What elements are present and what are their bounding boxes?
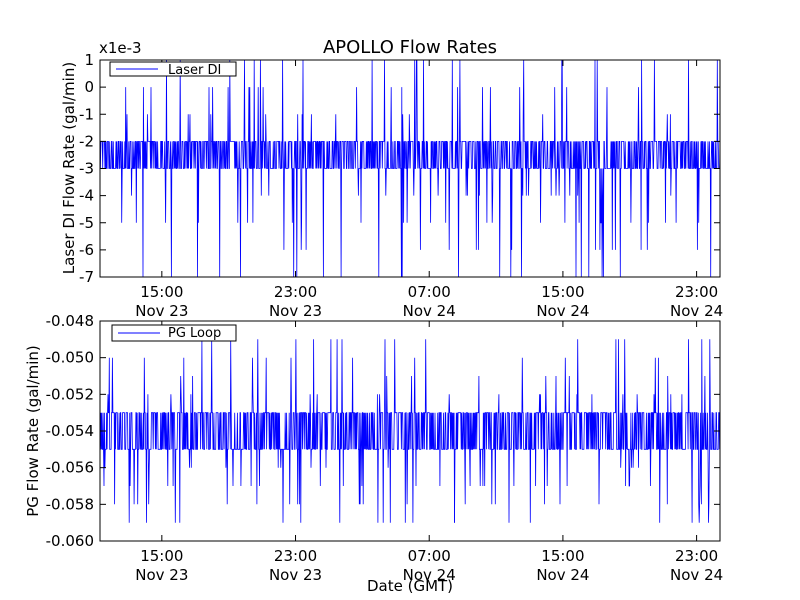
series-line-segment [365, 339, 455, 523]
series-line-segment [365, 59, 455, 278]
pg-loop-legend-label: PG Loop [168, 326, 221, 341]
x-tick-time-label: 07:00 [408, 283, 451, 301]
pg-loop-legend-box [111, 324, 237, 342]
x-tick-time-label: 15:00 [140, 283, 183, 301]
series-line-segment [454, 357, 544, 523]
x-tick-time-label: 23:00 [675, 283, 718, 301]
x-tick-time-label: 15:00 [541, 283, 584, 301]
series-line-segment [100, 357, 189, 523]
x-tick-time-label: 23:00 [274, 283, 317, 301]
series-line-segment [188, 339, 278, 505]
pg-loop-panel: -0.048 -0.050 -0.052 -0.054 -0.056 -0.058 -0.0… [24, 312, 723, 595]
x-tick-time-label: 15:00 [140, 547, 183, 565]
laser-di-legend-box [109, 61, 237, 77]
pg-loop-series [100, 339, 721, 523]
series-line-segment [99, 59, 189, 278]
series-line-segment [277, 59, 366, 278]
y-tick-label: 0 [84, 78, 94, 96]
y-tick-label: -3 [79, 160, 94, 178]
series-line-segment [276, 339, 367, 523]
y-tick-label: -0.054 [46, 422, 94, 440]
x-tick-date-label: Nov 24 [536, 302, 589, 320]
x-tick-time-label: 23:00 [675, 547, 718, 565]
y-tick-label: -2 [79, 132, 94, 150]
laser-di-y-ticks: 1 0 -1 -2 -3 -4 -5 -6 -7 [79, 51, 720, 286]
series-line-segment [454, 59, 544, 278]
x-tick-time-label: 07:00 [408, 547, 451, 565]
x-tick-date-label: Nov 24 [670, 566, 723, 584]
y-tick-label: -0.048 [46, 312, 94, 330]
pg-loop-legend: PG Loop [111, 324, 237, 342]
x-tick-date-label: Nov 24 [403, 302, 456, 320]
y-tick-label: -0.060 [46, 532, 94, 550]
x-tick-date-label: Nov 23 [269, 566, 322, 584]
pg-loop-y-axis-label: PG Flow Rate (gal/min) [24, 345, 42, 517]
x-tick-date-label: Nov 24 [403, 566, 456, 584]
series-line-segment [543, 59, 633, 278]
y-tick-label: -0.058 [46, 495, 94, 513]
y-multiplier-label: x1e-3 [99, 39, 142, 57]
x-tick-date-label: Nov 24 [536, 566, 589, 584]
laser-di-legend: Laser DI [109, 61, 237, 78]
series-line-segment [631, 339, 721, 523]
x-tick-date-label: Nov 23 [135, 566, 188, 584]
series-line-segment [542, 339, 633, 505]
y-tick-label: -7 [79, 268, 94, 286]
laser-di-series [99, 59, 721, 278]
series-line-segment [631, 59, 721, 278]
y-tick-label: 1 [84, 51, 94, 69]
x-axis-label: Date (GMT) [367, 577, 453, 595]
y-tick-label: -6 [79, 241, 94, 259]
x-tick-time-label: 23:00 [274, 547, 317, 565]
y-tick-label: -0.050 [46, 349, 94, 367]
pg-loop-y-ticks: -0.048 -0.050 -0.052 -0.054 -0.056 -0.058 -0.0… [46, 312, 720, 550]
x-tick-date-label: Nov 24 [670, 302, 723, 320]
y-tick-label: -5 [79, 214, 94, 232]
x-tick-date-label: Nov 23 [269, 302, 322, 320]
laser-di-legend-label: Laser DI [168, 63, 221, 78]
chart-title: APOLLO Flow Rates [323, 37, 497, 58]
y-tick-label: -1 [79, 105, 94, 123]
y-tick-label: -4 [79, 187, 94, 205]
laser-di-y-axis-label: Laser DI Flow Rate (gal/min) [60, 62, 78, 274]
x-tick-date-label: Nov 23 [135, 302, 188, 320]
x-tick-time-label: 15:00 [541, 547, 584, 565]
y-tick-label: -0.052 [46, 385, 94, 403]
y-tick-label: -0.056 [46, 459, 94, 477]
series-line-segment [188, 59, 278, 278]
